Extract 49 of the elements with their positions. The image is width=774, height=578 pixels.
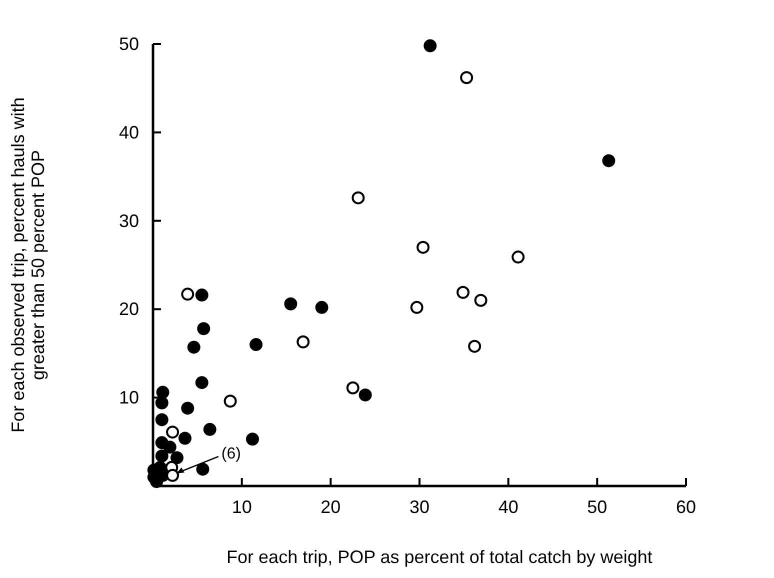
point — [468, 340, 482, 353]
point — [424, 39, 437, 52]
y-tick-label: 10 — [118, 388, 139, 408]
point — [166, 426, 180, 439]
point — [203, 422, 216, 436]
point — [460, 71, 474, 84]
y-tick-label: 40 — [118, 122, 139, 142]
point — [170, 451, 184, 464]
point — [602, 154, 616, 168]
point — [178, 432, 192, 445]
point — [416, 240, 430, 254]
point — [456, 286, 470, 299]
annotation: (6) — [221, 446, 241, 463]
x-tick-label: 40 — [498, 497, 518, 517]
x-tick-label: 20 — [320, 497, 341, 517]
x-tick-label: 50 — [587, 497, 608, 517]
x-tick-label: 10 — [232, 497, 252, 517]
point — [410, 300, 424, 314]
point — [195, 376, 208, 390]
y-tick-label: 20 — [118, 299, 139, 320]
point — [181, 288, 194, 301]
x-tick-label: 60 — [676, 497, 696, 517]
y-tick-label: 50 — [118, 34, 139, 54]
x-tick-label: 30 — [409, 497, 430, 517]
point — [195, 288, 208, 302]
point — [196, 462, 210, 476]
point — [197, 322, 210, 336]
point — [512, 250, 525, 264]
point — [358, 388, 372, 402]
point — [163, 440, 176, 454]
point — [155, 449, 168, 462]
y-tick-label: 30 — [118, 210, 139, 231]
point — [155, 396, 168, 410]
point — [156, 386, 170, 399]
point — [352, 191, 365, 204]
point — [246, 432, 259, 446]
point — [296, 335, 310, 348]
point — [315, 300, 328, 314]
point — [250, 338, 263, 352]
x-axis-title: For each trip, POP as percent of total catch by weight — [226, 547, 652, 567]
point — [224, 394, 237, 408]
point — [187, 340, 200, 354]
point — [346, 381, 360, 394]
point — [284, 297, 298, 310]
point — [181, 402, 194, 415]
y-axis-title: For each observed trip, percent hauls with greater than 50 percent POP — [8, 97, 48, 433]
point — [474, 294, 488, 307]
point — [155, 413, 168, 426]
point — [166, 468, 180, 482]
